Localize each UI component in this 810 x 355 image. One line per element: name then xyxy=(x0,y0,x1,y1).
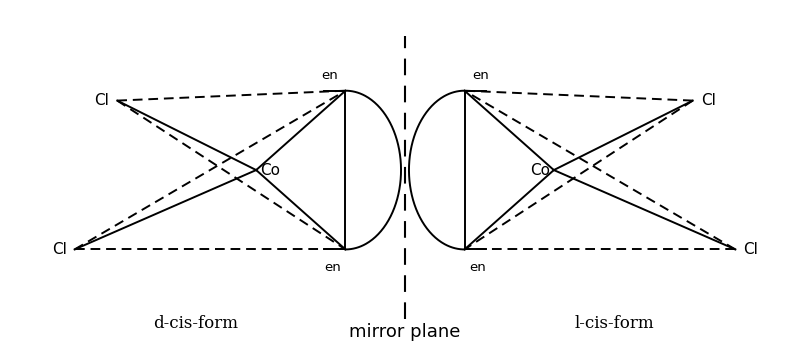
Text: Cl: Cl xyxy=(52,242,66,257)
Text: en: en xyxy=(322,69,338,82)
Text: en: en xyxy=(324,261,341,274)
Text: Co: Co xyxy=(260,163,280,178)
Text: Cl: Cl xyxy=(744,242,758,257)
Text: l-cis-form: l-cis-form xyxy=(575,315,654,332)
Text: en: en xyxy=(472,69,488,82)
Text: d-cis-form: d-cis-form xyxy=(152,315,237,332)
Text: Cl: Cl xyxy=(701,93,715,108)
Text: Cl: Cl xyxy=(95,93,109,108)
Text: Co: Co xyxy=(530,163,550,178)
Text: mirror plane: mirror plane xyxy=(349,323,461,341)
Text: en: en xyxy=(469,261,486,274)
